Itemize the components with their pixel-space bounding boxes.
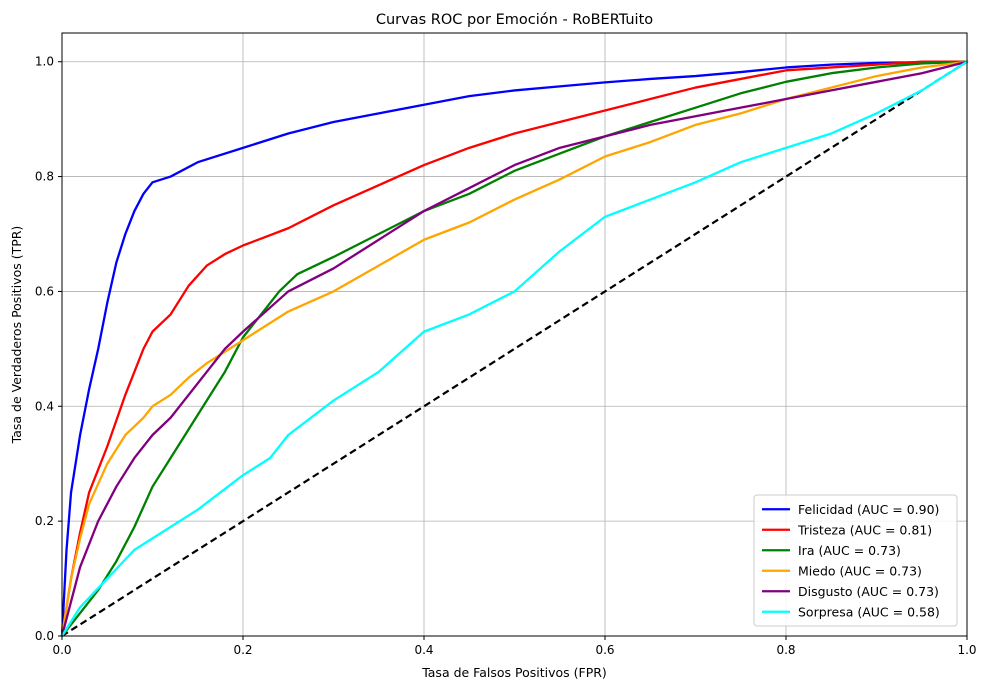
- x-tick-label: 0.4: [414, 643, 433, 657]
- series-line-6: [60, 60, 969, 638]
- legend-label: Felicidad (AUC = 0.90): [798, 502, 939, 517]
- legend-label: Disgusto (AUC = 0.73): [798, 584, 939, 599]
- plot-frame: [61, 32, 968, 637]
- diagonal-reference: [61, 60, 968, 637]
- x-axis-label: Tasa de Falsos Positivos (FPR): [421, 665, 607, 680]
- x-tick-label: 0.0: [52, 643, 71, 657]
- x-tick-label: 0.6: [595, 643, 614, 657]
- y-tick-label: 0.4: [35, 399, 54, 413]
- legend-label: Tristeza (AUC = 0.81): [797, 522, 932, 537]
- series-line-4: [60, 60, 969, 638]
- series-group: [60, 60, 969, 638]
- legend: Felicidad (AUC = 0.90) Tristeza (AUC = 0.…: [753, 494, 958, 627]
- y-tick-label: 1.0: [35, 55, 54, 69]
- x-tick-label: 0.2: [233, 643, 252, 657]
- axis-ticks: 0.0 0.2 0.4 0.6 0.8 1.0 0.0 0.2 0.4 0.6 0.8 1.0: [35, 55, 977, 657]
- y-tick-label: 0.2: [35, 514, 54, 528]
- legend-label: Ira (AUC = 0.73): [798, 543, 901, 558]
- y-tick-label: 0.0: [35, 629, 54, 643]
- chart-title: Curvas ROC por Emoción - RoBERTuito: [376, 12, 653, 28]
- series-line-2: [60, 60, 969, 638]
- x-tick-label: 0.8: [776, 643, 795, 657]
- series-line-5: [60, 60, 969, 638]
- y-tick-label: 0.6: [35, 284, 54, 298]
- series-line-3: [60, 60, 969, 638]
- series-line-1: [60, 60, 969, 638]
- y-axis-label: Tasa de Verdaderos Positivos (TPR): [9, 226, 24, 445]
- diagonal-line: [61, 60, 968, 637]
- x-tick-label: 1.0: [957, 643, 976, 657]
- legend-label: Miedo (AUC = 0.73): [798, 563, 922, 578]
- legend-box: [753, 494, 958, 627]
- y-tick-label: 0.8: [35, 170, 54, 184]
- legend-label: Sorpresa (AUC = 0.58): [798, 604, 940, 619]
